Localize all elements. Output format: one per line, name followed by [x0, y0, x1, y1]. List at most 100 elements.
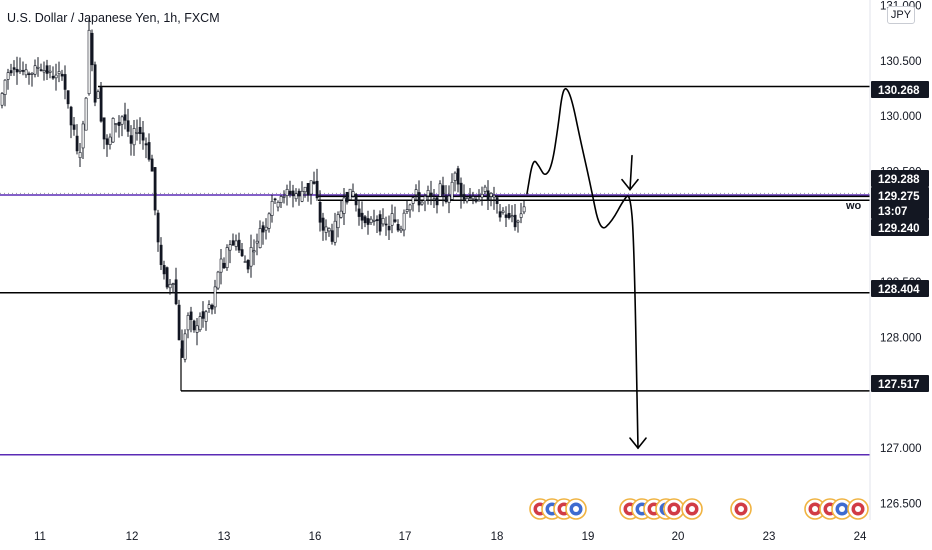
candle-body	[372, 220, 376, 222]
candle-body	[15, 68, 19, 73]
candle-body	[264, 226, 268, 231]
wo-label: wo	[845, 200, 862, 212]
candle-body	[165, 267, 169, 288]
candle-body	[438, 183, 442, 197]
candle-body	[312, 181, 316, 184]
candle-body	[63, 74, 67, 90]
candle-body	[468, 195, 472, 199]
candle-body	[183, 333, 187, 360]
candle-body	[144, 143, 148, 146]
candle-body	[492, 195, 496, 198]
candle-body	[255, 240, 259, 244]
time-tick-label: 12	[126, 531, 139, 543]
candle-body	[18, 69, 22, 72]
candle-body	[498, 211, 502, 218]
candle-body	[156, 212, 160, 243]
candle-body	[288, 190, 292, 195]
candle-body	[297, 190, 301, 197]
candle-body	[270, 201, 274, 216]
candle-body	[117, 121, 121, 126]
candle-body	[252, 250, 256, 253]
candle-body	[201, 311, 205, 319]
currency-button[interactable]: JPY	[887, 6, 915, 24]
candle-body	[216, 271, 220, 289]
price-tag-box	[871, 375, 929, 392]
price-axis: 131.000130.500130.000129.500128.500128.0…	[880, 1, 922, 511]
candle-body	[69, 106, 73, 126]
time-tick-label: 18	[491, 531, 504, 543]
candle-body	[456, 168, 460, 185]
candle-body	[24, 69, 28, 76]
candle-body	[150, 158, 154, 172]
candle-body	[129, 135, 133, 144]
candle-body	[351, 191, 355, 197]
candle-body	[54, 74, 58, 79]
flag-icon-center	[839, 506, 845, 512]
candle-body	[366, 218, 370, 225]
candle-body	[423, 196, 427, 202]
candle-body	[228, 244, 232, 251]
entry-arrowhead	[621, 178, 639, 191]
candle-body	[246, 260, 250, 270]
candle-body	[447, 195, 451, 203]
candle-body	[90, 32, 94, 66]
candle-body	[258, 228, 262, 248]
candle-body	[318, 201, 322, 223]
candle-body	[108, 136, 112, 145]
candle-body	[435, 197, 439, 206]
candle-body	[309, 180, 313, 195]
candle-body	[171, 283, 175, 285]
candle-body	[453, 172, 457, 181]
candle-body	[192, 320, 196, 331]
candle-body	[363, 216, 367, 224]
candle-body	[249, 247, 253, 267]
time-tick-label: 17	[399, 531, 412, 543]
candle-body	[36, 66, 40, 69]
flag-icon-center	[573, 506, 579, 512]
candle-body	[291, 190, 295, 197]
candle-body	[225, 247, 229, 268]
flag-icon-center	[855, 506, 861, 512]
candle-body	[219, 258, 223, 273]
candle-body	[336, 214, 340, 229]
candle-body	[222, 262, 226, 269]
candle-body	[210, 304, 214, 310]
price-tag-label: 129.275	[878, 191, 920, 203]
candle-body	[342, 197, 346, 214]
candle-body	[489, 192, 493, 197]
candle-body	[267, 213, 271, 229]
candle-body	[396, 224, 400, 231]
candle-body	[324, 226, 328, 233]
candle-body	[495, 197, 499, 204]
candle-body	[198, 316, 202, 331]
candle-body	[123, 114, 127, 121]
candle-body	[78, 152, 82, 159]
candle-body	[21, 70, 25, 72]
candle-body	[480, 193, 484, 198]
candle-body	[516, 220, 520, 223]
candle-body	[285, 189, 289, 196]
candle-body	[159, 244, 163, 265]
price-tick-label: 126.500	[880, 498, 922, 510]
candle-body	[12, 67, 16, 70]
candle-body	[348, 188, 352, 200]
candle-body	[450, 181, 454, 200]
candle-body	[180, 340, 184, 358]
candle-body	[111, 118, 115, 143]
economic-events	[529, 498, 869, 520]
candle-body	[426, 190, 430, 197]
candle-body	[120, 116, 124, 125]
candle-body	[294, 193, 298, 200]
candle-body	[303, 186, 307, 193]
candle-body	[369, 218, 373, 223]
candle-body	[306, 183, 310, 196]
candle-body	[42, 70, 46, 73]
price-tick-label: 128.000	[880, 332, 922, 344]
projection-path	[526, 87, 639, 449]
candle-body	[6, 72, 10, 80]
candle-body	[501, 210, 505, 213]
candle-body	[177, 304, 181, 341]
candle-body	[333, 220, 337, 243]
candle-body	[477, 199, 481, 202]
